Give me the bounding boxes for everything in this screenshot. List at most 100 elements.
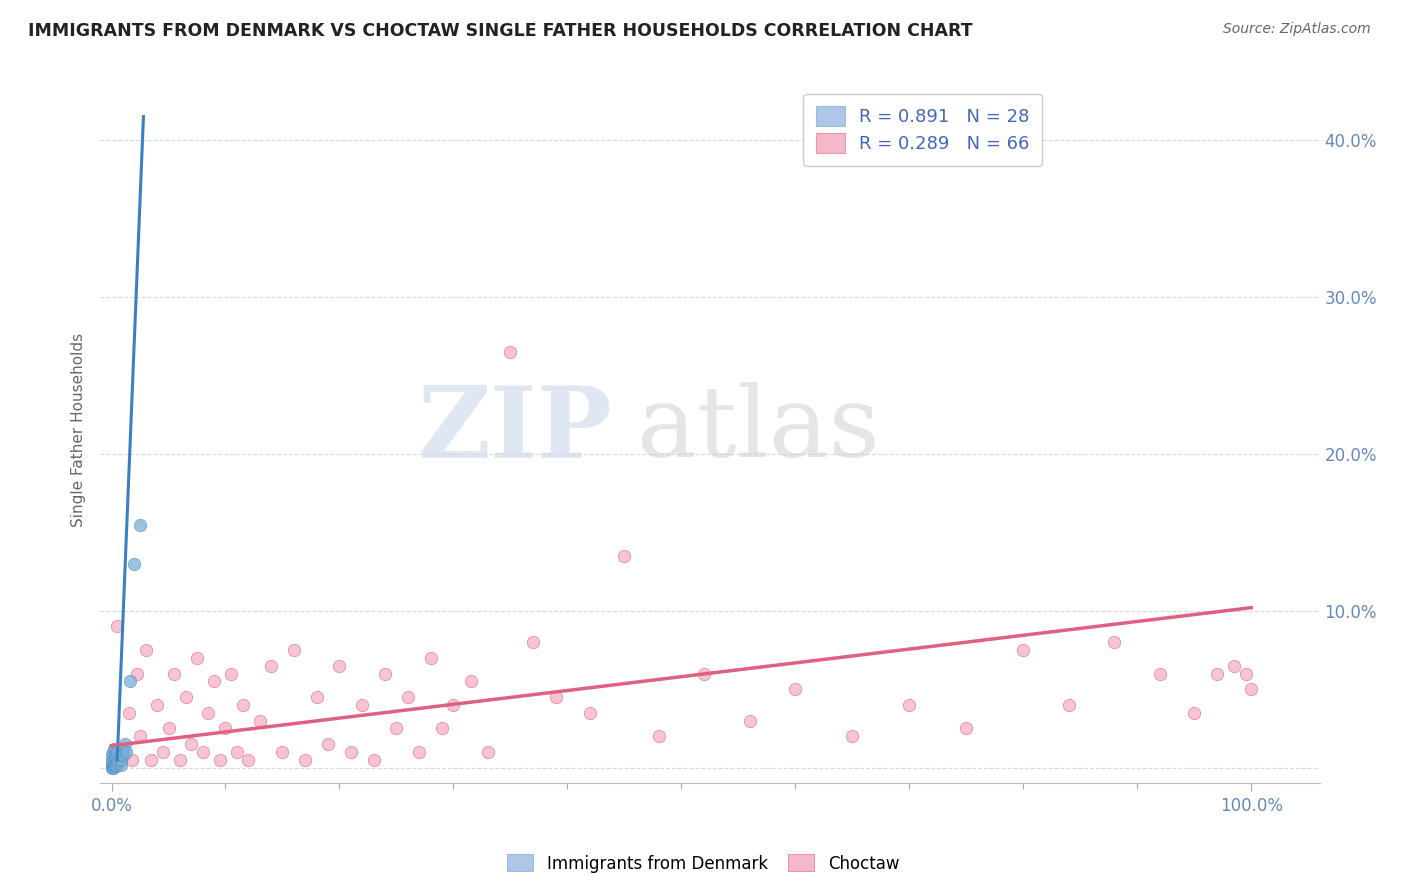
Point bbox=[898, 698, 921, 712]
Point bbox=[647, 729, 669, 743]
Text: IMMIGRANTS FROM DENMARK VS CHOCTAW SINGLE FATHER HOUSEHOLDS CORRELATION CHART: IMMIGRANTS FROM DENMARK VS CHOCTAW SINGL… bbox=[28, 22, 973, 40]
Point bbox=[396, 690, 419, 704]
Point bbox=[460, 674, 482, 689]
Point bbox=[129, 517, 152, 532]
Point bbox=[104, 757, 127, 772]
Point bbox=[103, 753, 125, 767]
Point bbox=[111, 745, 134, 759]
Text: ZIP: ZIP bbox=[418, 382, 612, 479]
Point bbox=[1182, 706, 1205, 720]
Point bbox=[105, 745, 128, 759]
Point bbox=[105, 759, 128, 773]
Point bbox=[955, 722, 977, 736]
Point bbox=[111, 742, 134, 756]
Point bbox=[693, 666, 716, 681]
Point bbox=[107, 755, 129, 769]
Point bbox=[197, 706, 219, 720]
Point bbox=[146, 698, 169, 712]
Point bbox=[283, 643, 305, 657]
Point bbox=[219, 666, 242, 681]
Text: Source: ZipAtlas.com: Source: ZipAtlas.com bbox=[1223, 22, 1371, 37]
Point bbox=[1223, 658, 1246, 673]
Point bbox=[124, 557, 146, 571]
Point bbox=[785, 682, 807, 697]
Point bbox=[100, 759, 122, 773]
Point bbox=[110, 757, 132, 772]
Point bbox=[174, 690, 197, 704]
Point bbox=[129, 729, 152, 743]
Point bbox=[352, 698, 374, 712]
Point bbox=[101, 756, 124, 770]
Point bbox=[100, 748, 122, 763]
Point bbox=[1012, 643, 1035, 657]
Point bbox=[305, 690, 328, 704]
Point bbox=[738, 714, 761, 728]
Point bbox=[363, 753, 385, 767]
Point bbox=[385, 722, 408, 736]
Point bbox=[117, 706, 139, 720]
Point bbox=[294, 753, 316, 767]
Point bbox=[841, 729, 863, 743]
Point bbox=[105, 619, 128, 633]
Point bbox=[1104, 635, 1126, 649]
Point bbox=[408, 745, 430, 759]
Legend: Immigrants from Denmark, Choctaw: Immigrants from Denmark, Choctaw bbox=[501, 847, 905, 880]
Point bbox=[271, 745, 294, 759]
Point bbox=[105, 751, 128, 765]
Point bbox=[163, 666, 186, 681]
Point bbox=[208, 753, 231, 767]
Point bbox=[114, 737, 136, 751]
Point bbox=[1057, 698, 1080, 712]
Point bbox=[1240, 682, 1263, 697]
Point bbox=[202, 674, 225, 689]
Point bbox=[100, 757, 122, 772]
Point bbox=[186, 651, 208, 665]
Point bbox=[260, 658, 283, 673]
Point bbox=[135, 643, 157, 657]
Point bbox=[100, 753, 122, 767]
Legend: R = 0.891   N = 28, R = 0.289   N = 66: R = 0.891 N = 28, R = 0.289 N = 66 bbox=[803, 94, 1042, 166]
Point bbox=[1234, 666, 1257, 681]
Point bbox=[115, 745, 138, 759]
Point bbox=[499, 345, 522, 359]
Point bbox=[103, 759, 125, 773]
Point bbox=[419, 651, 441, 665]
Point bbox=[104, 748, 127, 763]
Point bbox=[180, 737, 202, 751]
Point bbox=[374, 666, 396, 681]
Point bbox=[544, 690, 567, 704]
Point bbox=[101, 745, 124, 759]
Point bbox=[111, 748, 134, 763]
Point bbox=[522, 635, 544, 649]
Point bbox=[328, 658, 350, 673]
Point bbox=[157, 722, 180, 736]
Point bbox=[430, 722, 453, 736]
Point bbox=[238, 753, 260, 767]
Point bbox=[340, 745, 363, 759]
Point bbox=[108, 748, 131, 763]
Point bbox=[214, 722, 236, 736]
Point bbox=[613, 549, 636, 563]
Point bbox=[103, 742, 125, 756]
Point bbox=[152, 745, 174, 759]
Point bbox=[121, 753, 143, 767]
Point bbox=[1149, 666, 1171, 681]
Y-axis label: Single Father Households: Single Father Households bbox=[72, 334, 86, 527]
Point bbox=[118, 674, 141, 689]
Point bbox=[316, 737, 339, 751]
Point bbox=[225, 745, 247, 759]
Point bbox=[477, 745, 499, 759]
Point bbox=[105, 756, 128, 770]
Point bbox=[579, 706, 602, 720]
Point bbox=[249, 714, 271, 728]
Point bbox=[101, 761, 124, 775]
Point bbox=[100, 761, 122, 775]
Point bbox=[191, 745, 214, 759]
Point bbox=[232, 698, 254, 712]
Point bbox=[441, 698, 464, 712]
Point bbox=[1206, 666, 1229, 681]
Point bbox=[141, 753, 163, 767]
Point bbox=[125, 666, 148, 681]
Text: atlas: atlas bbox=[637, 383, 879, 478]
Point bbox=[169, 753, 191, 767]
